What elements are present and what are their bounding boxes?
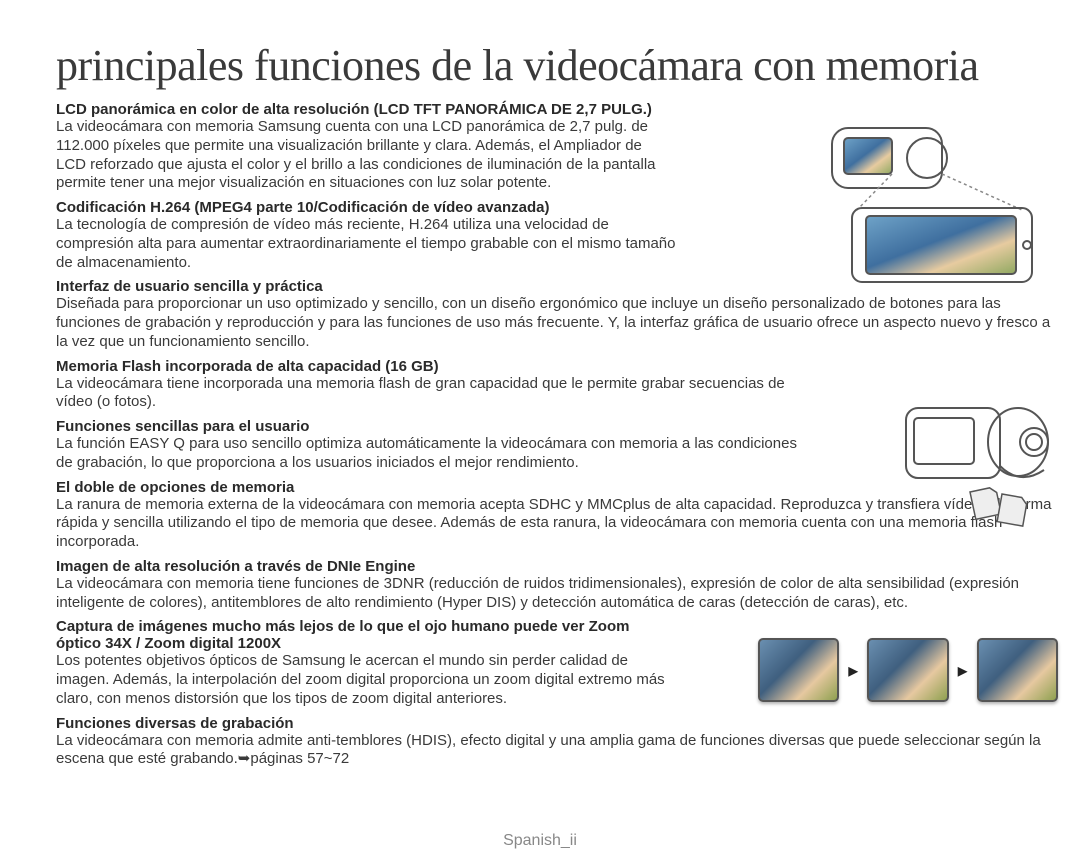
section-zoom: Captura de imágenes mucho más lejos de l… [56, 618, 676, 708]
heading-dnie: Imagen de alta resolución a través de DN… [56, 558, 1056, 575]
heading-easy: Funciones sencillas para el usuario [56, 418, 816, 435]
body-h264: La tecnología de compresión de vídeo más… [56, 216, 676, 272]
section-easy: Funciones sencillas para el usuario La f… [56, 418, 816, 473]
zoom-arrow-icon: ▸ [955, 638, 971, 702]
section-recording: Funciones diversas de grabación La video… [56, 715, 1056, 770]
body-zoom: Los potentes objetivos ópticos de Samsun… [56, 652, 676, 708]
illustration-camcorder-sd [900, 400, 1060, 530]
body-flash: La videocámara tiene incorporada una mem… [56, 375, 816, 413]
body-easy: La función EASY Q para uso sencillo opti… [56, 435, 816, 473]
body-ui: Diseñada para proporcionar un uso optimi… [56, 295, 1056, 351]
section-lcd: LCD panorámica en color de alta resoluci… [56, 101, 676, 193]
heading-lcd: LCD panorámica en color de alta resoluci… [56, 101, 676, 118]
zoom-frame-1 [758, 638, 839, 702]
body-dnie: La videocámara con memoria tiene funcion… [56, 575, 1056, 613]
section-dnie: Imagen de alta resolución a través de DN… [56, 558, 1056, 613]
zoom-frame-2 [867, 638, 948, 702]
zoom-frame-3 [977, 638, 1058, 702]
page-footer: Spanish_ii [0, 832, 1080, 850]
heading-flash: Memoria Flash incorporada de alta capaci… [56, 358, 816, 375]
body-lcd: La videocámara con memoria Samsung cuent… [56, 118, 676, 193]
heading-zoom: Captura de imágenes mucho más lejos de l… [56, 618, 676, 652]
heading-h264: Codificación H.264 (MPEG4 parte 10/Codif… [56, 199, 676, 216]
zoom-arrow-icon: ▸ [845, 638, 861, 702]
section-h264: Codificación H.264 (MPEG4 parte 10/Codif… [56, 199, 676, 272]
heading-recording: Funciones diversas de grabación [56, 715, 1056, 732]
illustration-zoom-frames: ▸ ▸ [758, 638, 1058, 702]
section-flash: Memoria Flash incorporada de alta capaci… [56, 358, 816, 413]
body-recording: La videocámara con memoria admite anti-t… [56, 732, 1056, 770]
illustration-camcorder-top [822, 120, 1052, 290]
page-title: principales funciones de la videocámara … [56, 40, 1056, 91]
